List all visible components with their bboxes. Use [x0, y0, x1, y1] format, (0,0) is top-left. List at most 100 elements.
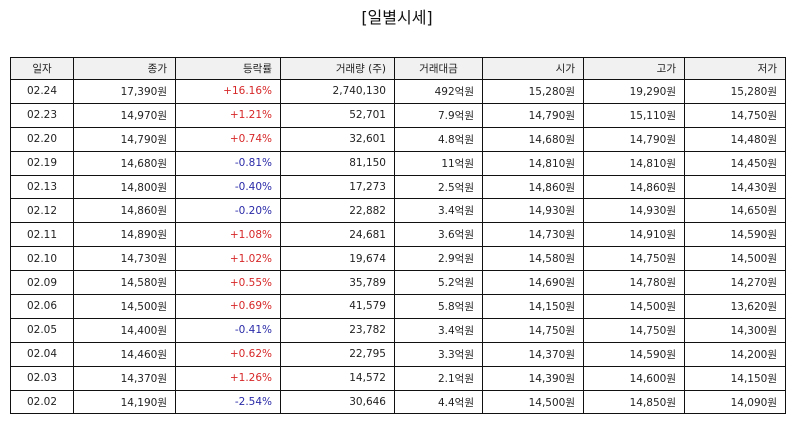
cell-open: 14,930원: [482, 198, 584, 224]
header-close: 종가: [73, 57, 176, 80]
cell-close: 14,580원: [73, 270, 176, 296]
cell-low: 14,430원: [684, 174, 786, 200]
cell-date: 02.13: [10, 174, 74, 200]
cell-amount: 3.3억원: [394, 341, 483, 367]
cell-date: 02.02: [10, 389, 74, 415]
cell-close: 14,370원: [73, 365, 176, 391]
cell-volume: 52,701: [280, 102, 395, 128]
cell-close: 14,460원: [73, 341, 176, 367]
cell-change: +1.08%: [175, 222, 281, 248]
cell-close: 14,400원: [73, 317, 176, 343]
cell-volume: 14,572: [280, 365, 395, 391]
cell-change: +1.02%: [175, 246, 281, 272]
cell-open: 14,790원: [482, 102, 584, 128]
cell-volume: 22,882: [280, 198, 395, 224]
cell-amount: 2.9억원: [394, 246, 483, 272]
cell-amount: 3.4억원: [394, 198, 483, 224]
cell-open: 14,500원: [482, 389, 584, 415]
cell-date: 02.24: [10, 79, 74, 104]
table-row: 02.04 14,460원 +0.62% 22,795 3.3억원 14,370원 14,5…: [10, 341, 786, 367]
cell-amount: 3.4억원: [394, 317, 483, 343]
cell-close: 14,730원: [73, 246, 176, 272]
table-row: 02.05 14,400원 -0.41% 23,782 3.4억원 14,750원 14,7…: [10, 317, 786, 343]
cell-open: 14,750원: [482, 317, 584, 343]
cell-volume: 24,681: [280, 222, 395, 248]
cell-high: 14,790원: [583, 126, 685, 152]
cell-high: 14,750원: [583, 317, 685, 343]
header-amount: 거래대금: [394, 57, 483, 80]
cell-low: 14,750원: [684, 102, 786, 128]
cell-date: 02.06: [10, 294, 74, 319]
header-date: 일자: [10, 57, 74, 80]
cell-high: 14,750원: [583, 246, 685, 272]
cell-change: +1.21%: [175, 102, 281, 128]
cell-open: 15,280원: [482, 79, 584, 104]
cell-high: 19,290원: [583, 79, 685, 104]
cell-change: +0.62%: [175, 341, 281, 367]
cell-volume: 23,782: [280, 317, 395, 343]
cell-close: 17,390원: [73, 79, 176, 104]
cell-date: 02.23: [10, 102, 74, 128]
cell-amount: 2.1억원: [394, 365, 483, 391]
cell-volume: 22,795: [280, 341, 395, 367]
table-row: 02.20 14,790원 +0.74% 32,601 4.8억원 14,680원 14,7…: [10, 126, 786, 152]
cell-low: 14,090원: [684, 389, 786, 415]
cell-amount: 2.5억원: [394, 174, 483, 200]
cell-date: 02.04: [10, 341, 74, 367]
cell-low: 13,620원: [684, 294, 786, 319]
cell-change: -0.41%: [175, 317, 281, 343]
cell-volume: 81,150: [280, 150, 395, 176]
cell-volume: 30,646: [280, 389, 395, 415]
table-row: 02.06 14,500원 +0.69% 41,579 5.8억원 14,150원 14,5…: [10, 294, 786, 319]
cell-high: 14,860원: [583, 174, 685, 200]
cell-high: 14,780원: [583, 270, 685, 296]
cell-close: 14,970원: [73, 102, 176, 128]
table-row: 02.19 14,680원 -0.81% 81,150 11억원 14,810원 14,81…: [10, 150, 786, 176]
cell-amount: 7.9억원: [394, 102, 483, 128]
cell-volume: 17,273: [280, 174, 395, 200]
cell-amount: 4.4억원: [394, 389, 483, 415]
cell-high: 14,850원: [583, 389, 685, 415]
table-row: 02.10 14,730원 +1.02% 19,674 2.9억원 14,580원 14,7…: [10, 246, 786, 272]
cell-change: -0.20%: [175, 198, 281, 224]
cell-date: 02.03: [10, 365, 74, 391]
cell-high: 15,110원: [583, 102, 685, 128]
cell-amount: 5.2억원: [394, 270, 483, 296]
cell-open: 14,390원: [482, 365, 584, 391]
cell-low: 14,590원: [684, 222, 786, 248]
cell-low: 14,200원: [684, 341, 786, 367]
cell-open: 14,730원: [482, 222, 584, 248]
cell-low: 15,280원: [684, 79, 786, 104]
cell-close: 14,800원: [73, 174, 176, 200]
daily-price-table: 일자 종가 등락률 거래량 (주) 거래대금 시가 고가 저가 02.24 17,…: [10, 57, 786, 415]
cell-amount: 3.6억원: [394, 222, 483, 248]
header-high: 고가: [583, 57, 685, 80]
cell-change: +1.26%: [175, 365, 281, 391]
table-row: 02.12 14,860원 -0.20% 22,882 3.4억원 14,930원 14,9…: [10, 198, 786, 224]
cell-open: 14,150원: [482, 294, 584, 319]
cell-volume: 35,789: [280, 270, 395, 296]
cell-low: 14,150원: [684, 365, 786, 391]
cell-change: -0.40%: [175, 174, 281, 200]
cell-low: 14,270원: [684, 270, 786, 296]
cell-close: 14,890원: [73, 222, 176, 248]
cell-amount: 5.8억원: [394, 294, 483, 319]
cell-high: 14,500원: [583, 294, 685, 319]
cell-low: 14,500원: [684, 246, 786, 272]
table-row: 02.11 14,890원 +1.08% 24,681 3.6억원 14,730원 14,9…: [10, 222, 786, 248]
cell-change: -0.81%: [175, 150, 281, 176]
table-row: 02.23 14,970원 +1.21% 52,701 7.9억원 14,790원 15,1…: [10, 102, 786, 128]
cell-volume: 19,674: [280, 246, 395, 272]
cell-close: 14,500원: [73, 294, 176, 319]
cell-open: 14,690원: [482, 270, 584, 296]
cell-close: 14,190원: [73, 389, 176, 415]
cell-low: 14,480원: [684, 126, 786, 152]
cell-high: 14,910원: [583, 222, 685, 248]
cell-high: 14,600원: [583, 365, 685, 391]
cell-change: +0.69%: [175, 294, 281, 319]
header-change: 등락률: [175, 57, 281, 80]
cell-open: 14,580원: [482, 246, 584, 272]
table-row: 02.24 17,390원 +16.16% 2,740,130 492억원 15,280원…: [10, 79, 786, 104]
cell-change: -2.54%: [175, 389, 281, 415]
cell-volume: 32,601: [280, 126, 395, 152]
